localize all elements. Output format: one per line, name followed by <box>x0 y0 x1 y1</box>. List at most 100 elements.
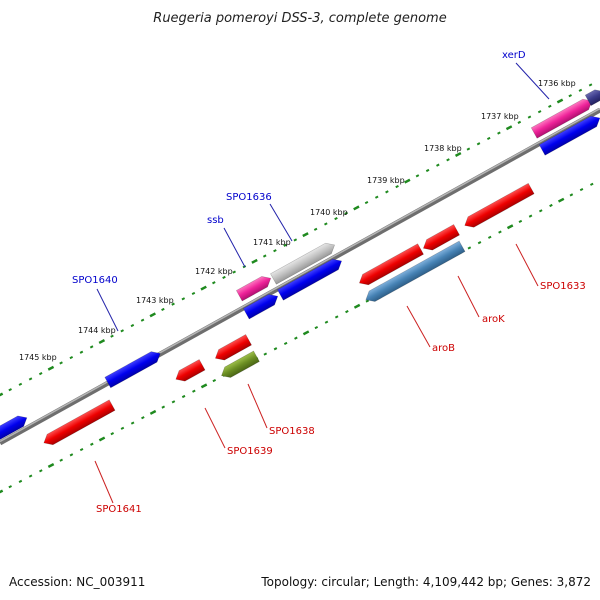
scale-tick <box>538 209 543 213</box>
scale-tick <box>39 469 43 473</box>
scale-tick <box>324 222 328 226</box>
kbp-label: 1738 kbp <box>424 144 462 153</box>
gene-label-SPO1640[interactable]: SPO1640 <box>72 275 118 286</box>
scale-tick <box>548 104 552 108</box>
gene-label-ssb[interactable]: ssb <box>207 215 224 226</box>
scale-tick <box>353 205 360 211</box>
scale-tick <box>549 203 553 208</box>
gene-SPO1638 <box>221 350 260 378</box>
scale-tick <box>69 453 74 457</box>
gene-SPO1638-red <box>214 334 252 361</box>
scale-tick <box>344 211 348 215</box>
scale-tick <box>200 383 208 389</box>
scale-tick <box>130 323 135 328</box>
scale-tick <box>273 249 277 253</box>
label-leaders <box>94 62 550 504</box>
gene-SPO1639 <box>175 359 206 382</box>
scale-tick <box>251 258 258 264</box>
scale-tick <box>8 388 12 392</box>
leader-SPO1639 <box>204 407 226 449</box>
scale-tick <box>467 246 472 250</box>
scale-tick <box>222 275 226 279</box>
scale-tick <box>140 318 145 322</box>
scale-tick <box>466 147 471 151</box>
scale-tick <box>425 168 430 173</box>
gene-label-SPO1636[interactable]: SPO1636 <box>226 192 272 203</box>
gene-blue-mid <box>277 258 343 301</box>
gene-label-xerD[interactable]: xerD <box>502 50 526 61</box>
scale-tick <box>141 416 145 420</box>
scale-tick <box>110 432 115 436</box>
kbp-label: 1742 kbp <box>195 267 233 276</box>
scale-tick <box>18 479 23 483</box>
gene-navy-edge <box>584 89 600 107</box>
gene-SPO1636 <box>270 242 336 285</box>
scale-tick <box>454 151 462 157</box>
scale-tick <box>579 188 584 192</box>
scale-tick <box>120 426 125 430</box>
genome-backbone <box>0 107 600 446</box>
scale-tick <box>149 312 156 318</box>
gene-blue-upper <box>538 115 600 156</box>
backbone-line <box>0 107 600 446</box>
scale-tick <box>498 230 502 234</box>
scale-tick <box>47 462 55 468</box>
scale-tick <box>161 405 166 409</box>
scale-tick <box>404 178 411 184</box>
scale-tick <box>120 329 124 333</box>
scale-tick <box>365 299 370 303</box>
scale-tick <box>334 315 339 319</box>
scale-tick <box>273 347 278 351</box>
scale-tick <box>588 83 593 87</box>
gene-label-SPO1638[interactable]: SPO1638 <box>269 426 315 437</box>
scale-tick <box>477 241 482 245</box>
scale-tick <box>232 270 236 274</box>
scale-tick <box>262 254 267 258</box>
scale-tick <box>200 285 207 291</box>
scale-tick <box>569 193 574 197</box>
gene-label-aroB[interactable]: aroB <box>432 343 455 354</box>
gene-label-aroK[interactable]: aroK <box>482 314 505 325</box>
scale-tick <box>302 330 310 336</box>
kbp-label: 1737 kbp <box>481 112 519 121</box>
scale-tick <box>293 238 298 242</box>
scale-tick <box>212 379 217 383</box>
scale-tick <box>263 352 268 356</box>
gene-label-SPO1641[interactable]: SPO1641 <box>96 504 142 515</box>
scale-tick <box>385 190 389 194</box>
kbp-scale-outer <box>0 83 593 397</box>
scale-tick <box>589 182 594 186</box>
gene-label-SPO1633[interactable]: SPO1633 <box>540 281 586 292</box>
scale-tick <box>415 174 420 178</box>
scale-tick <box>506 224 514 230</box>
leader-xerD <box>515 62 550 100</box>
scale-tick <box>324 320 329 324</box>
scale-tick <box>537 110 542 114</box>
scale-tick <box>517 120 522 124</box>
scale-tick <box>568 94 572 98</box>
scale-tick <box>557 197 565 203</box>
scale-tick <box>18 382 23 386</box>
scale-tick <box>161 307 165 312</box>
scale-tick <box>395 184 399 189</box>
scale-tick <box>28 377 33 381</box>
scale-tick <box>110 334 114 338</box>
leader-SPO1638 <box>247 383 268 429</box>
scale-tick <box>79 350 84 354</box>
scale-tick <box>38 372 43 376</box>
gene-label-SPO1639[interactable]: SPO1639 <box>227 446 273 457</box>
gene-ssb <box>235 276 272 302</box>
scale-tick <box>486 136 491 140</box>
scale-tick <box>98 339 106 345</box>
scale-tick <box>364 200 369 205</box>
scale-tick <box>181 297 186 301</box>
leader-SPO1633 <box>515 243 539 287</box>
kbp-label: 1743 kbp <box>136 296 174 305</box>
scale-tick <box>374 195 379 199</box>
leader-aroB <box>406 305 431 348</box>
scale-tick <box>314 325 319 330</box>
scale-tick <box>528 214 533 218</box>
scale-tick <box>90 442 94 446</box>
leader-SPO1636 <box>269 203 293 242</box>
gene-SPO1641 <box>43 399 116 446</box>
